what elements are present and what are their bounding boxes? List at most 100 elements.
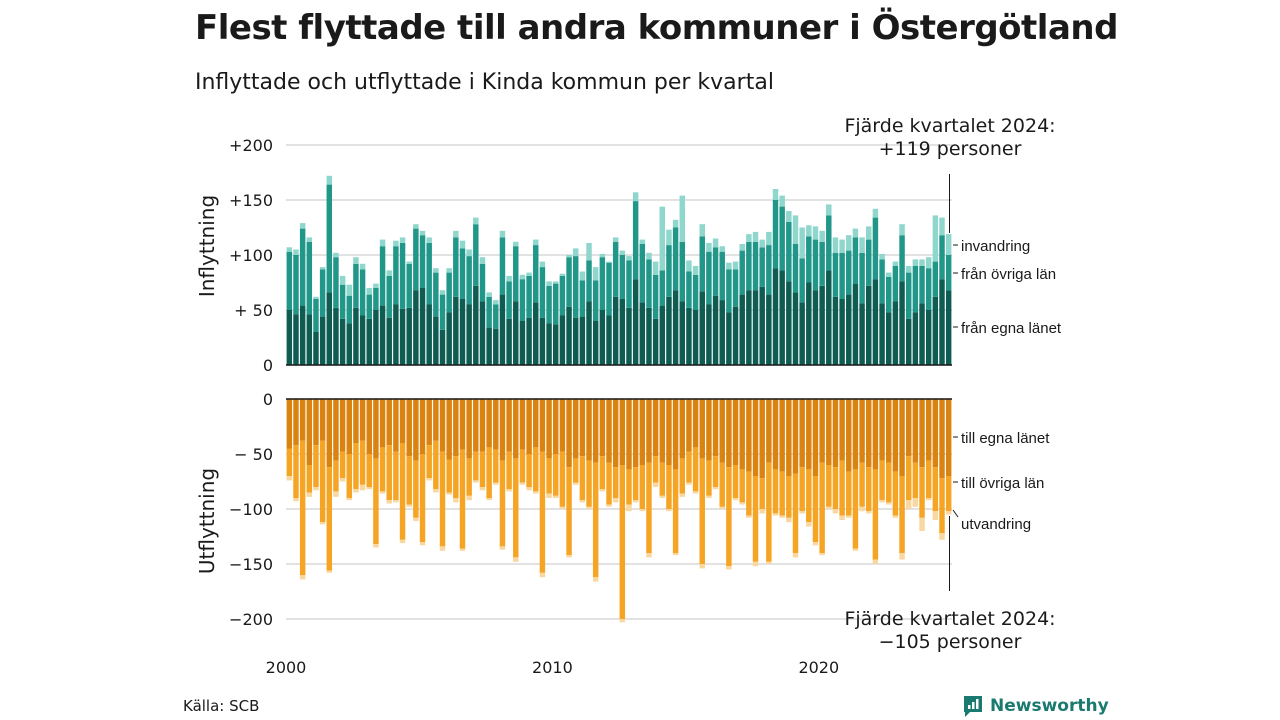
bar-fran-egna-lanet [619,299,626,365]
bar-fran-ovriga-lan [859,252,865,304]
bar-till-ovriga-lan [533,447,539,492]
bar-till-egna-lanet [832,399,839,468]
bar-utvandring [586,506,592,509]
bar-utvandring [925,498,932,501]
bar-till-egna-lanet [586,399,592,461]
top-y-axis-label: Inflyttning [195,195,219,297]
bar-fran-egna-lanet [433,316,439,365]
bar-invandring [932,215,939,262]
bar-fran-ovriga-lan [433,272,439,317]
bar-invandring [539,261,546,268]
bar-fran-ovriga-lan [393,246,399,305]
bar-till-egna-lanet [652,399,659,457]
bar-utvandring [772,513,779,516]
bar-fran-ovriga-lan [899,235,905,282]
bar-utvandring [812,542,819,546]
bar-invandring [632,192,639,202]
bar-invandring [806,225,812,237]
bar-till-ovriga-lan [792,473,799,553]
bar-fran-egna-lanet [546,323,552,365]
bar-fran-ovriga-lan [513,246,519,302]
bar-fran-ovriga-lan [473,224,479,286]
bar-fran-egna-lanet [932,296,939,365]
bar-fran-ovriga-lan [539,267,546,318]
bar-utvandring [306,492,313,497]
bar-invandring [826,204,832,216]
bar-fran-ovriga-lan [706,251,712,305]
bar-till-egna-lanet [766,399,772,463]
bar-fran-egna-lanet [359,315,366,365]
bar-utvandring [293,498,299,502]
bar-till-egna-lanet [866,399,872,468]
bar-till-egna-lanet [659,399,666,463]
bar-till-ovriga-lan [399,443,406,540]
bar-invandring [939,217,945,236]
bar-utvandring [533,491,539,494]
bar-fran-egna-lanet [639,302,646,365]
bar-utvandring [699,564,705,569]
bar-till-egna-lanet [612,399,619,468]
bar-fran-ovriga-lan [786,222,792,282]
bar-utvandring [885,502,892,505]
bar-fran-ovriga-lan [759,247,765,287]
bar-utvandring [333,491,339,497]
bar-invandring [666,229,672,246]
bar-fran-egna-lanet [612,296,619,365]
bar-fran-ovriga-lan [399,242,406,309]
top-annotation-line1: Fjärde kvartalet 2024: [844,115,1055,137]
bar-utvandring [439,546,446,551]
bar-utvandring [413,517,419,522]
bar-invandring [433,268,439,273]
bar-fran-ovriga-lan [579,280,586,317]
bar-till-egna-lanet [326,399,333,468]
bar-utvandring [652,482,659,487]
bar-fran-egna-lanet [459,299,466,365]
bottom-y-axis-label: Utflyttning [195,468,219,574]
bar-invandring [379,239,386,247]
bar-fran-egna-lanet [859,303,865,365]
bar-till-egna-lanet [912,399,919,463]
bar-invandring [892,261,899,266]
bar-invandring [746,234,752,242]
bar-utvandring [572,482,579,485]
bar-fran-egna-lanet [945,290,952,365]
bar-invandring [493,300,499,305]
bar-fran-ovriga-lan [905,272,912,319]
logo-text: Newsworthy [990,696,1109,716]
bar-invandring [919,259,925,266]
bar-fran-egna-lanet [446,312,452,365]
inflyttning-bars [286,175,952,366]
bar-till-egna-lanet [925,399,932,461]
bar-fran-egna-lanet [373,310,379,365]
top-y-tick-label: +200 [229,136,273,155]
bar-till-ovriga-lan [333,460,339,492]
bar-fran-ovriga-lan [806,236,812,283]
bar-till-ovriga-lan [433,440,439,490]
bar-invandring [599,253,606,258]
bar-invandring [819,230,825,242]
bar-invandring [879,253,885,260]
bar-invandring [419,230,426,236]
label-invandring: invandring [961,238,1030,255]
bar-till-ovriga-lan [879,460,885,501]
bar-utvandring [686,482,692,485]
bar-till-egna-lanet [692,399,699,448]
bar-fran-ovriga-lan [326,184,333,293]
bar-fran-egna-lanet [819,285,825,365]
bar-invandring [313,296,319,299]
bar-invandring [299,223,306,229]
bar-utvandring [646,553,652,558]
bar-fran-ovriga-lan [486,296,492,328]
bar-fran-egna-lanet [513,301,519,365]
bar-till-ovriga-lan [759,478,765,509]
bar-till-egna-lanet [632,399,639,468]
bar-fran-ovriga-lan [606,262,612,316]
bar-fran-egna-lanet [586,301,592,365]
bar-till-ovriga-lan [506,451,512,490]
bar-utvandring [752,561,759,567]
bar-till-egna-lanet [779,399,785,472]
bar-fran-egna-lanet [712,295,719,365]
bottom-y-tick-label: −200 [229,610,273,629]
bar-fran-ovriga-lan [799,258,805,303]
bar-invandring [386,270,392,276]
